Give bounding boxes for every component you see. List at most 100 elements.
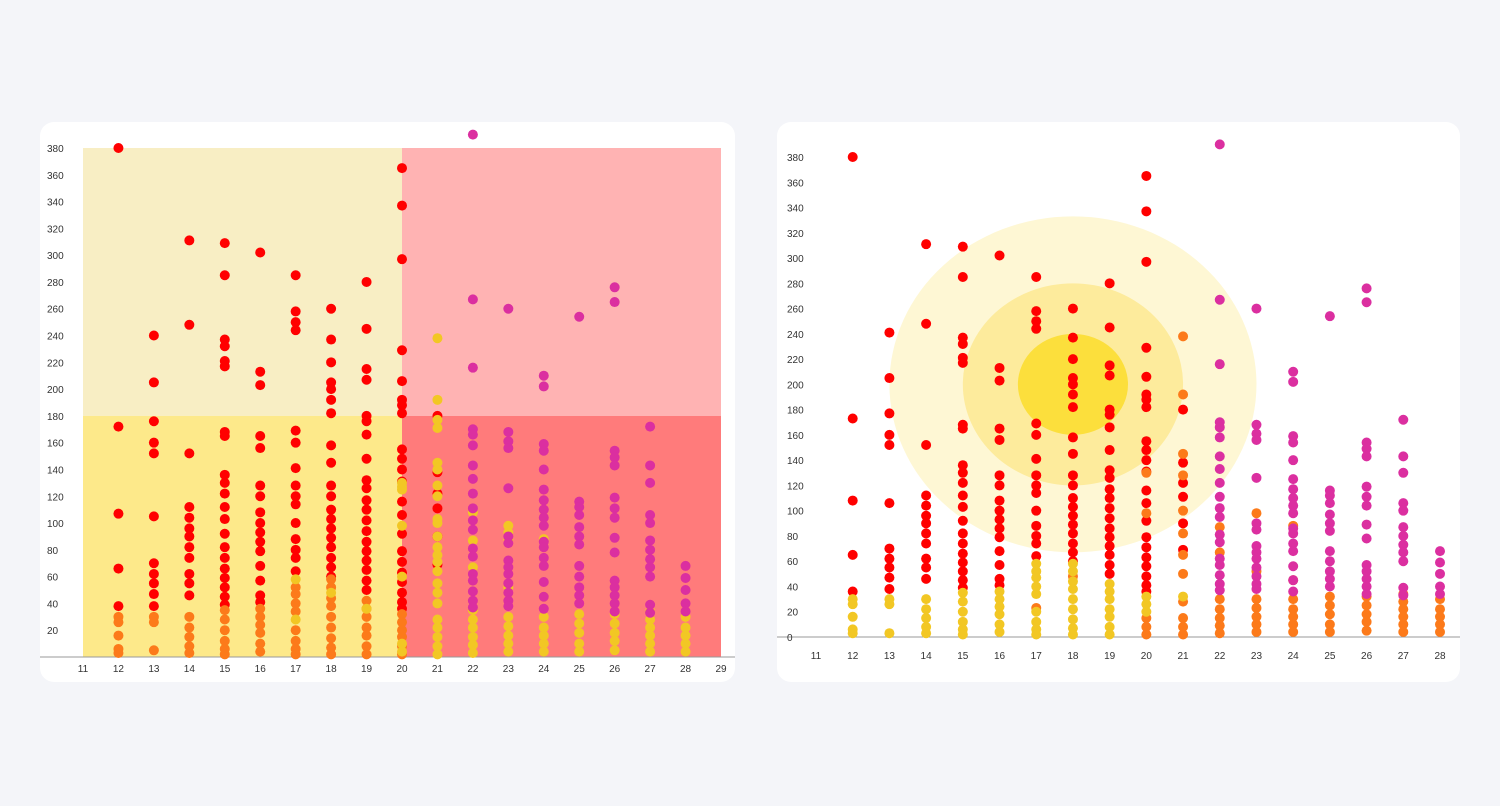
quadrant-point-db2fa0 [467,515,478,526]
quadrant-point-db2fa0 [503,587,514,598]
heatmap-point-fc7a1a [1398,611,1409,622]
y-tick-label: 60 [787,557,799,568]
heatmap-point-ff0000 [1178,404,1189,415]
heatmap-point-f2c724 [1141,606,1152,617]
quadrant-point-ff0000 [326,491,337,502]
heatmap-point-ff0000 [1067,501,1078,512]
quadrant-point-f2c724 [432,622,443,633]
heatmap-point-fc7a1a [1141,508,1152,519]
heatmap-point-fc7a1a [1435,626,1445,637]
quadrant-point-db2fa0 [609,598,620,609]
quadrant-point-db2fa0 [609,492,620,503]
x-tick-label: 18 [1067,651,1079,662]
heatmap-point-ff0000 [994,362,1005,373]
y-tick-label: 280 [787,279,804,290]
heatmap-point-ff0000 [1067,480,1078,491]
heatmap-scatter-chart: 11 12 13 14 15 16 17 18 19 20 21 22 23 24 25 26 27 280204… [777,139,1460,662]
heatmap-point-ff0000 [994,546,1005,557]
quadrant-point-ff0000 [397,444,407,455]
heatmap-point-ff0000 [884,543,895,554]
quadrant-point-ff0000 [148,578,159,589]
quadrant-point-ff0000 [219,572,230,583]
heatmap-point-ff0000 [921,490,932,501]
quadrant-point-ff0000 [184,523,195,534]
quadrant-point-f2c724 [432,422,443,433]
quadrant-point-ff0000 [361,546,372,557]
heatmap-point-db2fa0 [1251,584,1262,594]
heatmap-point-ff0000 [957,423,968,434]
quadrant-point-ff0000 [290,463,301,474]
heatmap-point-ff0000 [1141,571,1152,582]
quadrant-point-f2c724 [503,638,514,649]
quadrant-point-fc7a1a [290,625,301,636]
heatmap-point-ff0000 [847,152,858,162]
quadrant-point-db2fa0 [645,460,656,471]
heatmap-point-db2fa0 [1398,590,1409,601]
heatmap-point-ff0000 [1031,453,1042,464]
x-tick-label: 11 [811,651,822,662]
quadrant-point-fc7a1a [113,647,124,658]
x-tick-label: 17 [290,664,302,675]
heatmap-point-db2fa0 [1435,568,1445,579]
quadrant-point-db2fa0 [538,370,549,381]
heatmap-point-f2c724 [1067,566,1078,577]
heatmap-point-ff0000 [957,575,968,586]
x-tick-label: 23 [503,664,515,675]
quadrant-point-fc7a1a [219,625,230,636]
quadrant-point-ff0000 [290,491,301,502]
heatmap-point-fc7a1a [1178,621,1189,632]
heatmap-point-ff0000 [994,495,1005,506]
heatmap-point-ff0000 [884,553,895,564]
quadrant-point-ff0000 [219,582,230,593]
quadrant-scatter-card: 11 12 13 14 15 16 17 18 19 20 21 22 23 24 25 26 27 28 29 20… [40,122,735,682]
quadrant-point-f2c724 [680,622,691,633]
quadrant-point-ff0000 [361,564,372,575]
quadrant-point-db2fa0 [680,560,691,571]
heatmap-point-ff0000 [884,498,895,509]
quadrant-point-fc7a1a [361,622,372,633]
quadrant-point-db2fa0 [467,586,478,597]
heatmap-point-ff0000 [957,515,968,526]
heatmap-point-db2fa0 [1288,437,1299,448]
y-tick-label: 80 [787,532,799,543]
quadrant-point-db2fa0 [574,560,585,571]
quadrant-point-f2c724 [397,571,407,582]
quadrant-point-ff0000 [255,518,266,529]
heatmap-point-fc7a1a [1361,609,1372,620]
heatmap-point-f2c724 [1031,581,1042,592]
quadrant-point-f2c724 [467,631,478,642]
quadrant-point-ff0000 [290,480,301,491]
heatmap-point-f2c724 [1031,629,1042,640]
heatmap-point-ff0000 [884,584,895,594]
heatmap-point-f2c724 [884,628,895,639]
heatmap-point-fc7a1a [1178,505,1189,516]
heatmap-point-ff0000 [1104,278,1115,289]
x-tick-label: 19 [1104,651,1116,662]
heatmap-point-f2c724 [994,586,1005,597]
heatmap-point-ff0000 [1104,560,1115,570]
quadrant-point-ff0000 [219,238,230,249]
heatmap-point-ff0000 [1141,436,1152,447]
heatmap-point-f2c724 [1141,599,1152,610]
heatmap-point-fc7a1a [1435,611,1445,622]
heatmap-point-ff0000 [1031,429,1042,440]
heatmap-point-db2fa0 [1288,493,1299,504]
heatmap-point-ff0000 [1104,322,1115,333]
quadrant-bottom-left [83,415,402,657]
quadrant-point-db2fa0 [609,282,620,293]
heatmap-point-ff0000 [957,460,968,471]
heatmap-point-fc7a1a [1251,594,1262,605]
heatmap-point-fc7a1a [1214,620,1225,631]
quadrant-point-ff0000 [148,589,159,600]
quadrant-top-left [83,148,402,416]
quadrant-point-fc7a1a [219,649,230,660]
heatmap-point-ff0000 [1031,530,1042,541]
quadrant-point-ff0000 [255,480,266,491]
heatmap-point-ff0000 [1067,510,1078,521]
heatmap-point-f2c724 [957,629,968,640]
quadrant-point-fc7a1a [113,630,124,641]
x-tick-label: 15 [957,651,969,662]
x-tick-label: 22 [467,664,479,675]
quadrant-point-fc7a1a [219,635,230,646]
quadrant-point-f2c724 [432,587,443,598]
